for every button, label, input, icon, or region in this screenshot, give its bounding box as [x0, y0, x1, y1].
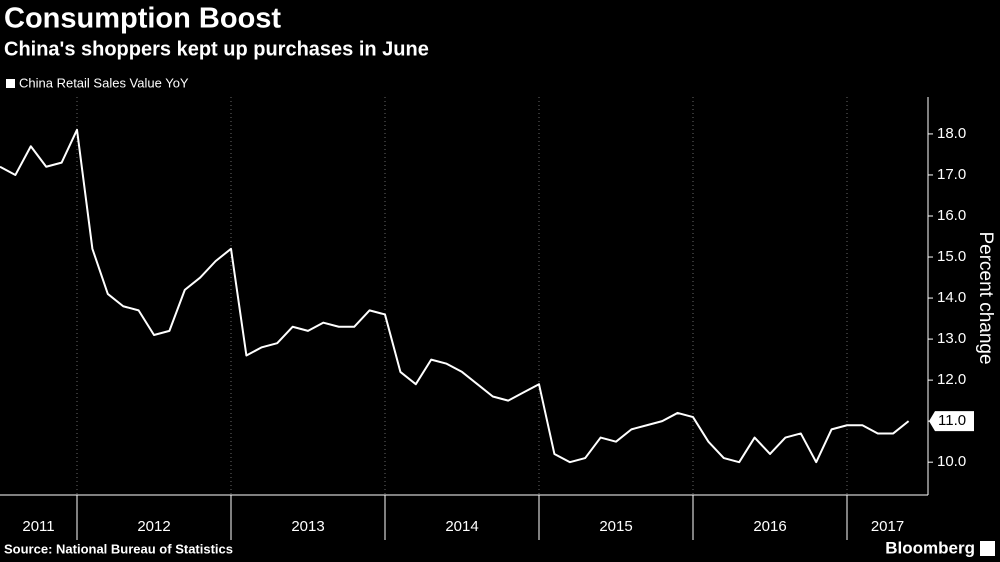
source: Source: National Bureau of Statistics	[4, 541, 233, 556]
x-group-label: 2017	[871, 518, 904, 535]
brand-icon	[980, 541, 995, 556]
y-tick-label: 10.0	[937, 453, 966, 470]
y-tick-label: 18.0	[937, 125, 966, 142]
y-axis-label: Percent change	[975, 231, 996, 364]
x-group-label: 2012	[137, 518, 170, 535]
y-tick-label: 17.0	[937, 166, 966, 183]
x-group-label: 2013	[291, 518, 324, 535]
y-tick-label: 13.0	[937, 330, 966, 347]
legend-label: China Retail Sales Value YoY	[19, 75, 189, 90]
y-tick-label: 12.0	[937, 371, 966, 388]
line-series	[0, 128, 910, 464]
y-tick-label: 16.0	[937, 207, 966, 224]
value-label-box	[929, 411, 974, 432]
chart-title: Consumption Boost	[4, 3, 281, 35]
x-group-label: 2016	[753, 518, 786, 535]
x-group-label: 2014	[445, 518, 478, 535]
chart-subtitle: China's shoppers kept up purchases in Ju…	[4, 38, 429, 60]
x-group-label: 2015	[599, 518, 632, 535]
x-group-label: 2011	[22, 518, 54, 535]
y-tick-label: 14.0	[937, 289, 966, 306]
value-label: 11.0	[938, 412, 966, 429]
legend-swatch	[6, 79, 15, 88]
brand: Bloomberg	[885, 538, 975, 557]
y-tick-label: 15.0	[937, 248, 966, 265]
